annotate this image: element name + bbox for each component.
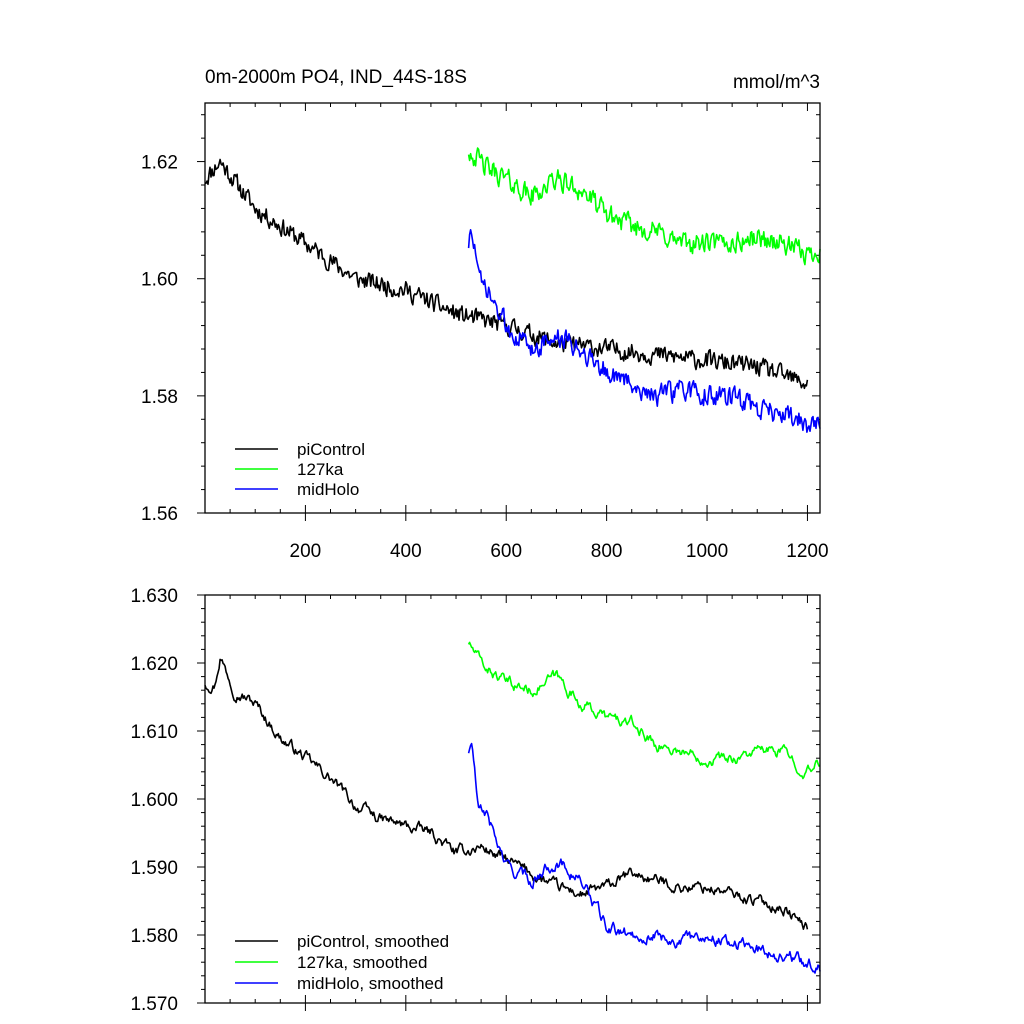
series-line-picontrol [204, 658, 809, 931]
y-tick-label: 1.610 [130, 722, 178, 743]
bottom-plot-frame [204, 594, 821, 1004]
x-tick-label: 400 [390, 541, 422, 562]
figure-title: 0m-2000m PO4, IND_44S-18S [205, 67, 467, 88]
y-tick-label: 1.60 [141, 270, 178, 291]
bottom-legend: piControl, smoothed 127ka, smoothed midHol… [235, 932, 449, 993]
y-tick-label: 1.630 [130, 586, 178, 607]
y-tick-label: 1.620 [130, 654, 178, 675]
bottom-y-tick-labels: 1.570 1.580 1.590 1.600 1.610 1.620 1.630 [130, 586, 178, 1015]
legend-label: 127ka, smoothed [297, 953, 427, 972]
bottom-axis-ticks [197, 594, 820, 1011]
top-plot-frame [204, 102, 821, 514]
y-tick-label: 1.58 [141, 387, 178, 408]
top-x-tick-labels: 200 400 600 800 1000 1200 [290, 541, 829, 562]
series-line-127ka [467, 147, 821, 266]
legend-label: midHolo [297, 480, 359, 499]
top-panel: 200 400 600 800 1000 1200 1.56 1.58 1.60 1.62 pi… [141, 102, 829, 562]
top-series-group [204, 147, 821, 434]
y-tick-label: 1.56 [141, 504, 178, 525]
legend-label: 127ka [297, 460, 344, 479]
y-tick-label: 1.580 [130, 926, 178, 947]
y-tick-label: 1.590 [130, 858, 178, 879]
top-axis-ticks [197, 103, 820, 521]
x-tick-label: 200 [290, 541, 322, 562]
units-label: mmol/m^3 [733, 72, 820, 93]
x-tick-label: 1200 [786, 541, 828, 562]
x-tick-label: 1000 [686, 541, 728, 562]
series-line-picontrol [204, 158, 809, 390]
x-tick-label: 600 [490, 541, 522, 562]
legend-label: midHolo, smoothed [297, 974, 443, 993]
top-y-tick-labels: 1.56 1.58 1.60 1.62 [141, 153, 178, 525]
y-tick-label: 1.600 [130, 790, 178, 811]
legend-label: piControl [297, 440, 365, 459]
y-tick-label: 1.570 [130, 994, 178, 1015]
x-tick-label: 800 [591, 541, 623, 562]
series-line-midholo [467, 742, 821, 974]
bottom-panel: 1.570 1.580 1.590 1.600 1.610 1.620 1.630 piCo… [130, 586, 821, 1015]
bottom-series-group [204, 641, 821, 974]
series-line-127ka [467, 641, 821, 780]
legend-label: piControl, smoothed [297, 932, 449, 951]
series-line-midholo [467, 229, 821, 434]
y-tick-label: 1.62 [141, 153, 178, 174]
